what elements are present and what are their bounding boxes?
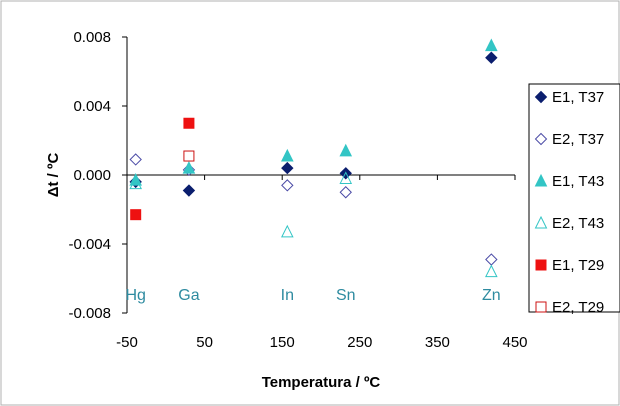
data-point-series-6 (183, 150, 195, 162)
data-point-series-3 (182, 160, 196, 174)
legend-label: E1, T29 (552, 257, 604, 274)
data-point-series-3 (281, 148, 294, 162)
x-tick-label: 150 (270, 334, 295, 351)
y-axis-ticks: 0.008 0.004 0.000 -0.004 -0.008 (68, 29, 127, 322)
y-axis-title: Δt / ºC (45, 153, 62, 198)
data-point-series-1 (281, 161, 294, 175)
element-label: Ga (178, 287, 199, 304)
data-point-series-4 (339, 171, 353, 184)
element-label: Hg (125, 287, 145, 304)
element-annotations: Hg Ga In Sn Zn (125, 287, 500, 304)
data-point-series-3 (485, 38, 498, 52)
legend-label: E1, T43 (552, 173, 604, 190)
data-point-series-3 (339, 143, 353, 157)
legend-marker (534, 173, 548, 187)
data-point-series-2 (129, 153, 142, 166)
element-label: Zn (482, 287, 501, 304)
data-point-series-5 (183, 117, 195, 129)
x-tick-label: 450 (502, 334, 527, 351)
data-point-series-4 (129, 176, 143, 190)
y-tick-label: 0.000 (73, 167, 111, 184)
data-point-series-2 (339, 186, 352, 199)
data-point-series-2 (281, 179, 294, 192)
x-axis-title: Temperatura / ºC (262, 374, 381, 391)
y-tick-label: -0.004 (68, 236, 111, 253)
legend-box (528, 83, 620, 313)
element-label: Sn (336, 287, 356, 304)
data-point-series-1 (485, 51, 498, 64)
y-tick-label: 0.004 (73, 98, 111, 115)
legend-marker (535, 301, 547, 313)
legend-marker (535, 259, 547, 271)
data-point-series-5 (130, 209, 142, 221)
x-axis-ticks: -50 50 150 250 350 450 (116, 175, 528, 351)
legend-marker (534, 132, 548, 146)
x-tick-label: -50 (116, 334, 138, 351)
data-point-series-1 (182, 184, 196, 197)
legend-label: E1, T37 (552, 89, 604, 106)
x-tick-label: 250 (347, 334, 372, 351)
data-point-series-2 (182, 163, 196, 177)
legend: E1, T37 E2, T37 E1, T43 E2, T43 E1, T29 E2, T… (528, 83, 620, 316)
data-points (129, 38, 498, 278)
y-tick-label: -0.008 (68, 305, 111, 322)
legend-label: E2, T37 (552, 131, 604, 148)
legend-marker (534, 215, 548, 229)
legend-label: E2, T29 (552, 299, 604, 316)
legend-marker (534, 90, 548, 104)
x-tick-label: 350 (425, 334, 450, 351)
data-point-series-4 (281, 224, 294, 238)
data-point-series-4 (485, 264, 498, 278)
x-tick-label: 50 (196, 334, 213, 351)
y-tick-label: 0.008 (73, 29, 111, 46)
element-label: In (281, 287, 294, 304)
legend-label: E2, T43 (552, 215, 604, 232)
